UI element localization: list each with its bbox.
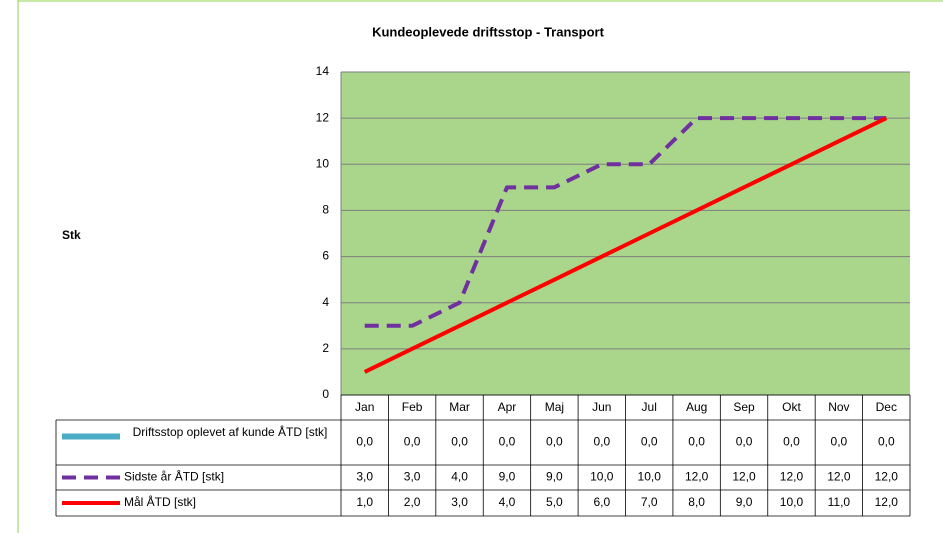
data-label: 0,0 bbox=[499, 435, 516, 449]
data-label: 0,0 bbox=[404, 435, 421, 449]
y-tick-label: 14 bbox=[316, 64, 330, 78]
y-tick-label: 4 bbox=[322, 295, 329, 309]
x-tick-label: Jul bbox=[642, 400, 657, 414]
data-label: 0,0 bbox=[736, 435, 753, 449]
data-label: 3,0 bbox=[356, 470, 373, 484]
data-label: 4,0 bbox=[499, 495, 516, 509]
legend-label: Driftsstop oplevet af kunde ÅTD [stk] bbox=[132, 425, 328, 439]
data-label: 12,0 bbox=[875, 495, 899, 509]
y-axis-title: Stk bbox=[62, 228, 81, 242]
x-tick-label: Okt bbox=[782, 400, 801, 414]
x-tick-label: Mar bbox=[449, 400, 470, 414]
data-label: 0,0 bbox=[641, 435, 658, 449]
data-label: 0,0 bbox=[688, 435, 705, 449]
x-tick-label: Sep bbox=[733, 400, 755, 414]
x-tick-label: Feb bbox=[402, 400, 423, 414]
legend-swatch bbox=[62, 433, 120, 440]
data-label: 8,0 bbox=[688, 495, 705, 509]
data-label: 0,0 bbox=[593, 435, 610, 449]
data-label: 0,0 bbox=[451, 435, 468, 449]
data-label: 3,0 bbox=[404, 470, 421, 484]
data-label: 2,0 bbox=[404, 495, 421, 509]
data-label: 0,0 bbox=[546, 435, 563, 449]
x-tick-label: Maj bbox=[545, 400, 564, 414]
data-label: 10,0 bbox=[638, 470, 662, 484]
data-label: 9,0 bbox=[499, 470, 516, 484]
data-label: 11,0 bbox=[828, 495, 851, 509]
data-label: 0,0 bbox=[356, 435, 373, 449]
data-label: 0,0 bbox=[878, 435, 895, 449]
y-tick-label: 12 bbox=[316, 110, 330, 124]
y-tick-label: 8 bbox=[322, 203, 329, 217]
legend-label: Mål ÅTD [stk] bbox=[124, 494, 196, 509]
data-label: 12,0 bbox=[875, 470, 899, 484]
data-label: 0,0 bbox=[783, 435, 800, 449]
y-tick-label: 0 bbox=[322, 387, 329, 401]
data-label: 1,0 bbox=[356, 495, 373, 509]
data-label: 0,0 bbox=[831, 435, 848, 449]
data-label: 9,0 bbox=[736, 495, 753, 509]
x-tick-label: Jan bbox=[355, 400, 374, 414]
chart-title: Kundeoplevede driftsstop - Transport bbox=[372, 24, 605, 39]
data-label: 7,0 bbox=[641, 495, 658, 509]
data-label: 3,0 bbox=[451, 495, 468, 509]
line-series bbox=[364, 116, 887, 328]
x-tick-label: Nov bbox=[828, 400, 849, 414]
data-label: 12,0 bbox=[685, 470, 709, 484]
plot-area bbox=[341, 72, 910, 395]
data-label: 10,0 bbox=[590, 470, 614, 484]
data-label: 6,0 bbox=[593, 495, 610, 509]
line-series bbox=[363, 116, 888, 374]
data-label: 10,0 bbox=[780, 495, 804, 509]
y-tick-label: 2 bbox=[322, 341, 329, 355]
legend-label: Sidste år ÅTD [stk] bbox=[124, 469, 224, 484]
x-tick-label: Aug bbox=[686, 400, 707, 414]
data-label: 4,0 bbox=[451, 470, 468, 484]
data-label: 12,0 bbox=[827, 470, 851, 484]
y-tick-label: 10 bbox=[316, 156, 330, 170]
y-tick-label: 6 bbox=[322, 249, 329, 263]
x-tick-label: Dec bbox=[876, 400, 897, 414]
x-tick-label: Apr bbox=[498, 400, 517, 414]
legend-label-box: Driftsstop oplevet af kunde ÅTD [stk] bbox=[132, 425, 328, 439]
data-label: 5,0 bbox=[546, 495, 563, 509]
x-tick-label: Jun bbox=[592, 400, 611, 414]
data-label: 12,0 bbox=[732, 470, 756, 484]
data-label: 12,0 bbox=[780, 470, 804, 484]
data-label: 9,0 bbox=[546, 470, 563, 484]
